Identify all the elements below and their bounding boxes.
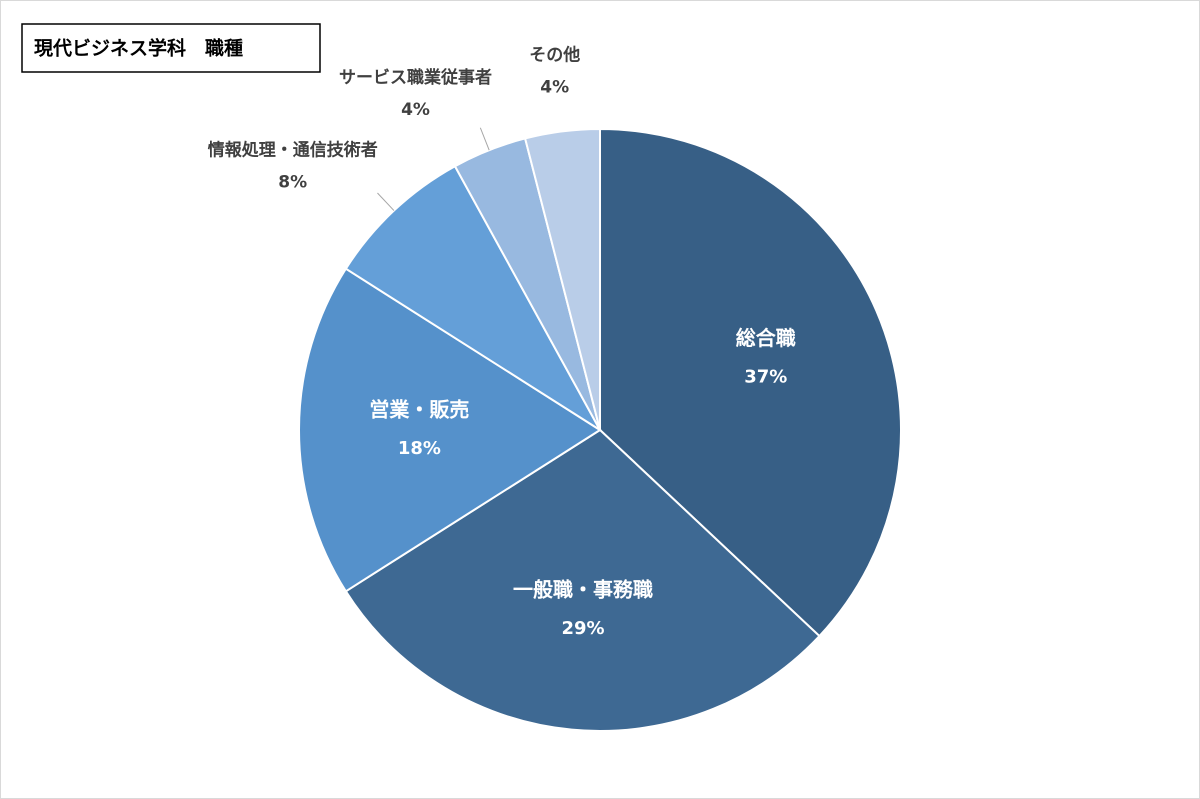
slice-label: 情報処理・通信技術者 <box>208 140 378 161</box>
pie-slice <box>297 267 602 593</box>
value-label: 4% <box>540 78 569 98</box>
slice-label: その他 <box>529 45 580 66</box>
leader-line <box>479 127 490 151</box>
value-label: 8% <box>278 173 307 193</box>
leader-line <box>377 192 395 211</box>
slice-label: サービス職業従事者 <box>339 67 492 88</box>
pie-slice <box>344 428 821 733</box>
title-box <box>21 23 321 73</box>
value-label: 37% <box>744 366 787 387</box>
pie-slice <box>344 164 601 431</box>
pie-slice <box>599 127 902 638</box>
slice-label: 営業・販売 <box>369 398 469 422</box>
slice-label: 一般職・事務職 <box>513 577 653 601</box>
value-label: 4% <box>401 100 430 120</box>
value-label: 29% <box>561 618 604 639</box>
pie-slice <box>523 127 601 431</box>
chart-title: 現代ビジネス学科 職種 <box>34 37 243 60</box>
slice-label: 総合職 <box>736 326 796 350</box>
value-label: 18% <box>398 438 441 459</box>
